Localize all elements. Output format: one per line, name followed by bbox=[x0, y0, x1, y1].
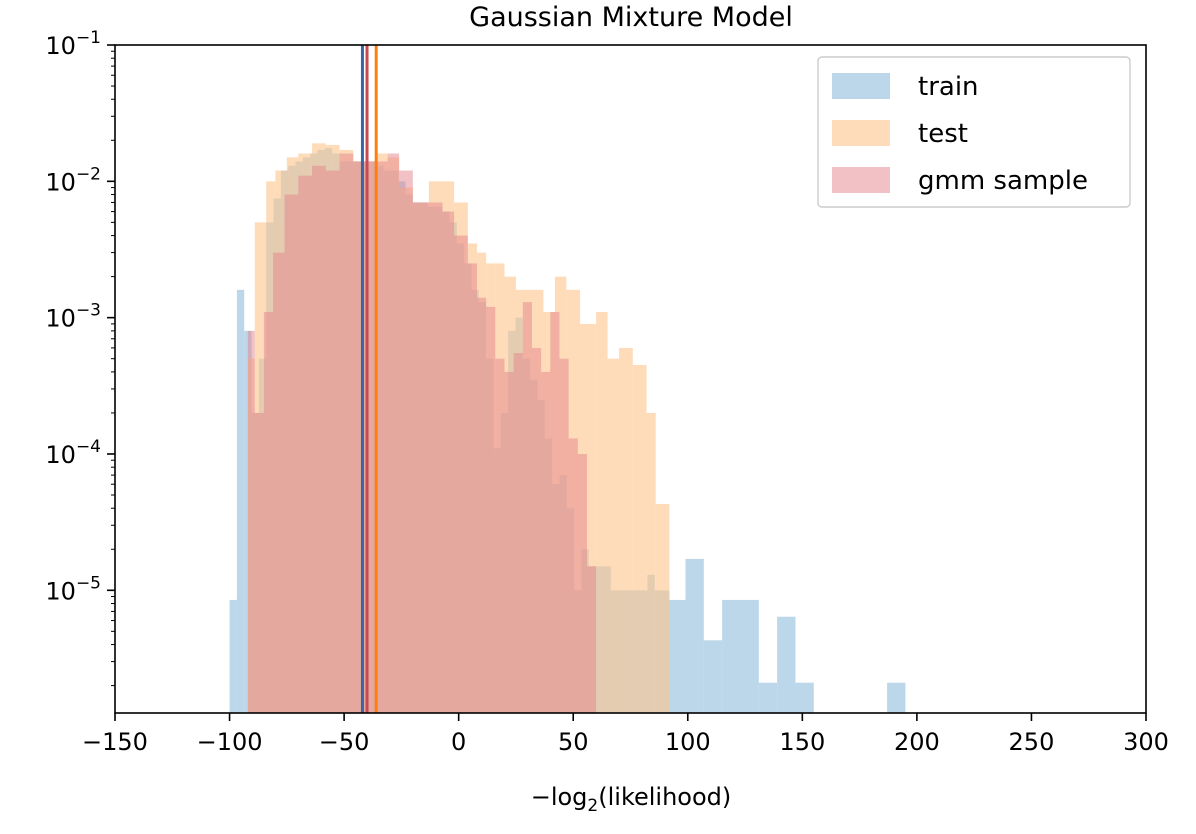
legend-label-1: test bbox=[918, 119, 968, 149]
mean-lines bbox=[360, 45, 378, 713]
bar-0-57 bbox=[703, 640, 723, 713]
bar-1-30 bbox=[607, 358, 620, 713]
bar-1-33 bbox=[646, 412, 656, 713]
bar-1-31 bbox=[619, 347, 633, 713]
x-axis-label-prefix: −log bbox=[531, 783, 588, 811]
bar-2-21 bbox=[495, 358, 505, 713]
x-axis-ticks: −150 −100 −50 0 50 100 150 200 250 300 bbox=[82, 713, 1169, 756]
x-axis-label-subscript: 2 bbox=[587, 796, 598, 816]
y-tick-label-1: 10−2 bbox=[45, 164, 101, 196]
bar-2-29 bbox=[568, 438, 578, 713]
y-tick-label-2: 10−3 bbox=[45, 301, 101, 333]
legend: train test gmm sample bbox=[817, 56, 1131, 208]
bar-2-3 bbox=[273, 252, 285, 714]
legend-swatch-0 bbox=[832, 73, 890, 99]
bar-2-18 bbox=[467, 263, 477, 713]
bar-2-0 bbox=[247, 330, 255, 713]
x-tick-label-9: 300 bbox=[1123, 728, 1169, 756]
bar-2-7 bbox=[325, 170, 340, 713]
bar-2-22 bbox=[504, 371, 514, 713]
bar-2-16 bbox=[442, 211, 455, 713]
legend-label-0: train bbox=[918, 72, 979, 102]
bar-0-0 bbox=[229, 599, 237, 713]
legend-box bbox=[817, 56, 1131, 208]
bar-2-5 bbox=[298, 175, 313, 713]
bar-0-56 bbox=[685, 558, 704, 713]
y-tick-label-4: 10−5 bbox=[45, 573, 101, 605]
x-tick-label-4: 50 bbox=[558, 728, 589, 756]
bar-1-34 bbox=[655, 503, 670, 713]
bar-2-9 bbox=[353, 161, 365, 713]
bar-0-58 bbox=[722, 599, 759, 713]
bar-2-27 bbox=[550, 312, 560, 713]
series-2-bars bbox=[247, 153, 597, 714]
x-tick-label-8: 250 bbox=[1009, 728, 1055, 756]
bar-0-37 bbox=[500, 412, 509, 713]
x-tick-label-3: 0 bbox=[451, 728, 466, 756]
x-tick-label-5: 100 bbox=[665, 728, 711, 756]
bar-2-17 bbox=[454, 235, 468, 713]
bar-0-1 bbox=[236, 289, 245, 713]
bar-2-2 bbox=[263, 312, 274, 713]
bar-2-30 bbox=[577, 453, 587, 713]
legend-swatch-2 bbox=[832, 167, 890, 193]
bar-2-19 bbox=[477, 297, 487, 713]
bar-2-6 bbox=[312, 165, 326, 714]
plot-frame bbox=[114, 44, 1147, 714]
bar-2-25 bbox=[531, 347, 542, 713]
bar-2-15 bbox=[428, 202, 443, 713]
bar-0-55 bbox=[669, 599, 686, 713]
bar-0-62 bbox=[887, 682, 906, 713]
bar-1-29 bbox=[596, 312, 608, 713]
y-axis-ticks: 10−1 10−2 10−3 10−4 10−5 bbox=[45, 28, 115, 687]
bar-2-8 bbox=[339, 153, 354, 713]
bar-2-13 bbox=[399, 170, 413, 713]
bar-2-1 bbox=[254, 412, 264, 713]
x-tick-label-0: −150 bbox=[82, 728, 148, 756]
bar-2-31 bbox=[586, 566, 597, 713]
x-tick-label-1: −100 bbox=[197, 728, 263, 756]
bar-2-28 bbox=[559, 358, 569, 713]
x-axis-label-suffix: (likelihood) bbox=[598, 783, 731, 811]
x-tick-label-7: 200 bbox=[894, 728, 940, 756]
y-tick-label-3: 10−4 bbox=[45, 437, 101, 469]
x-tick-label-2: −50 bbox=[319, 728, 370, 756]
bar-2-4 bbox=[284, 194, 299, 714]
histogram-bars bbox=[229, 143, 906, 714]
bar-2-11 bbox=[376, 161, 388, 713]
bar-2-26 bbox=[541, 371, 551, 713]
x-tick-label-6: 150 bbox=[779, 728, 825, 756]
bar-0-60 bbox=[777, 616, 796, 713]
bar-2-12 bbox=[387, 153, 400, 713]
bar-2-23 bbox=[513, 353, 523, 713]
bar-2-14 bbox=[412, 202, 429, 713]
legend-label-2: gmm sample bbox=[918, 166, 1088, 196]
legend-swatch-1 bbox=[832, 120, 890, 146]
bar-2-10 bbox=[364, 161, 377, 713]
bar-2-20 bbox=[486, 306, 496, 713]
bar-0-59 bbox=[758, 682, 778, 713]
bar-2-24 bbox=[522, 302, 532, 713]
chart-title: Gaussian Mixture Model bbox=[469, 2, 793, 33]
bar-1-32 bbox=[632, 364, 647, 713]
x-axis-label: −log2(likelihood) bbox=[531, 783, 732, 816]
bar-0-61 bbox=[795, 682, 814, 713]
y-tick-label-0: 10−1 bbox=[45, 28, 101, 60]
